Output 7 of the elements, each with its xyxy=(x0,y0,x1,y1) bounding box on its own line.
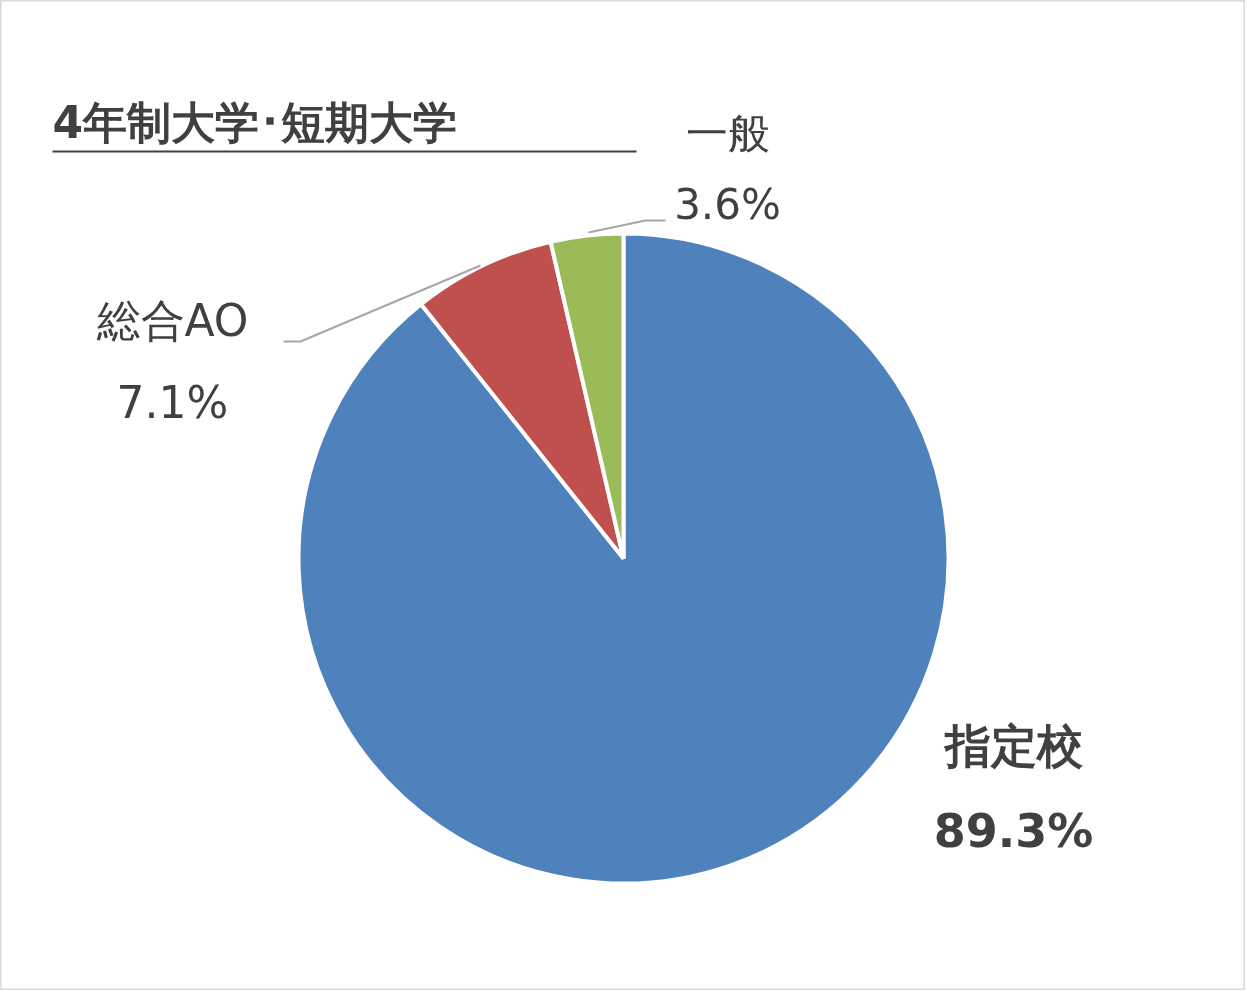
data-label: 89.3% xyxy=(933,803,1094,858)
data-label: 3.6% xyxy=(674,180,781,229)
slice-label: 総合AO xyxy=(95,295,249,346)
data-label: 7.1% xyxy=(116,377,229,428)
slice-label: 指定校 xyxy=(942,718,1084,773)
chart-title: 4年制大学･短期大学 xyxy=(52,97,458,148)
slice-label: 一般 xyxy=(685,109,770,158)
